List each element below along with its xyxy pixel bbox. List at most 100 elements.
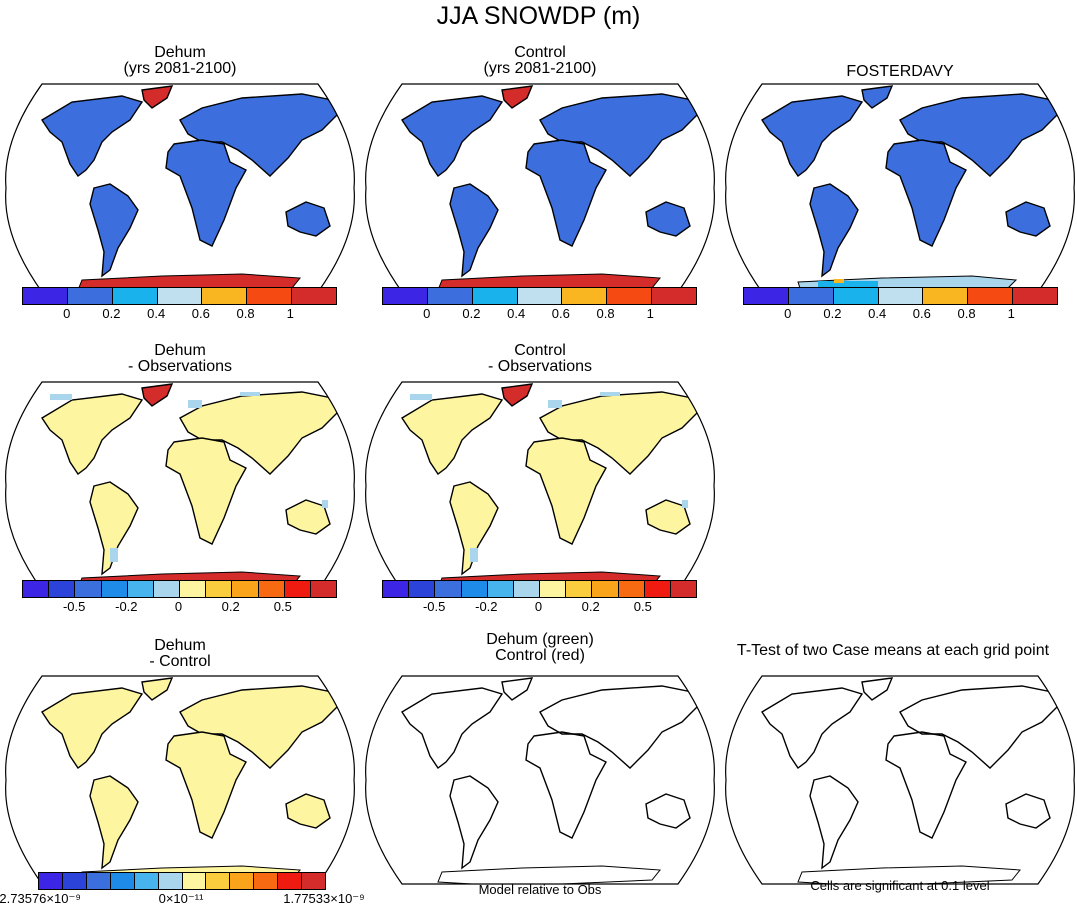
africa-shape xyxy=(525,139,607,247)
snow-cover-patch xyxy=(470,548,478,562)
colorbar-dehum xyxy=(22,287,337,305)
colorbar-tick-label: 1 xyxy=(646,306,654,321)
colorbar-swatch xyxy=(75,581,102,597)
caption-ttest: Cells are significant at 0.1 level xyxy=(810,878,990,893)
greenland-shape xyxy=(861,85,894,109)
colorbar-swatch xyxy=(182,873,207,889)
colorbar-swatch xyxy=(284,581,311,597)
map-svg xyxy=(725,675,1075,885)
greenland-shape xyxy=(501,85,534,109)
map-land-group xyxy=(41,383,339,590)
colorbar-labels-dehum-control: -2.73576×10⁻⁹ 0×10⁻¹¹ 1.77533×10⁻⁹ xyxy=(0,891,365,907)
colorbar-swatch xyxy=(592,581,619,597)
panel-title-line1: T-Test of two Case means at each grid po… xyxy=(736,642,1050,659)
north-america-shape xyxy=(761,687,864,770)
colorbar-swatch xyxy=(278,873,303,889)
colorbar-tick-label: 0.2 xyxy=(823,306,842,321)
colorbar-swatch xyxy=(157,288,203,304)
south-america-shape xyxy=(809,183,859,278)
colorbar-swatch xyxy=(644,581,671,597)
north-america-shape xyxy=(761,95,864,178)
colorbar-swatch xyxy=(383,581,410,597)
antarctica-shape xyxy=(437,865,661,884)
colorbar-swatch xyxy=(383,288,428,304)
colorbar-swatch xyxy=(39,873,63,889)
colorbar-swatch xyxy=(513,581,541,597)
map-control-minus-obs xyxy=(362,378,718,594)
panel-title-ttest: T-Test of two Case means at each grid po… xyxy=(712,643,1074,659)
colorbar-swatch xyxy=(923,288,969,304)
snow-cover-patch xyxy=(110,548,118,562)
colorbar-labels-control: 0 0.2 0.4 0.6 0.8 1 xyxy=(382,306,695,322)
colorbar-swatch xyxy=(23,581,50,597)
panel-title-line1: Control xyxy=(514,44,566,61)
colorbar-swatch xyxy=(110,873,135,889)
australia-shape xyxy=(1005,793,1051,829)
map-svg xyxy=(5,675,355,885)
colorbar-tick-label: 0.8 xyxy=(957,306,976,321)
snow-cover-patch xyxy=(410,394,432,400)
map-svg xyxy=(5,381,355,591)
panel-title-line1: Control xyxy=(514,342,566,359)
colorbar-tick-label: 1 xyxy=(286,306,294,321)
australia-shape xyxy=(285,499,331,535)
colorbar-tick-label: 0.4 xyxy=(507,306,526,321)
antarctica-snow-patch xyxy=(818,281,878,287)
map-boundary xyxy=(365,675,715,885)
snow-cover-patch xyxy=(600,392,620,396)
australia-shape xyxy=(645,499,691,535)
colorbar-tick-label: 0.6 xyxy=(191,306,210,321)
australia-shape xyxy=(285,793,331,829)
panel-title-dehum-obs: Dehum - Observations xyxy=(2,343,358,375)
map-land-group xyxy=(761,85,1059,292)
snow-cover-patch xyxy=(322,500,328,508)
australia-shape xyxy=(285,201,331,237)
africa-shape xyxy=(885,731,967,839)
colorbar-swatch xyxy=(1013,288,1058,304)
map-obs xyxy=(722,80,1077,296)
main-title: JJA SNOWDP (m) xyxy=(436,2,641,30)
colorbar-tick-label: -0.5 xyxy=(422,599,446,614)
colorbar-swatch xyxy=(86,873,111,889)
snow-cover-patch xyxy=(188,400,202,408)
map-land-group xyxy=(41,85,339,292)
colorbar-swatch xyxy=(247,288,293,304)
colorbar-swatch xyxy=(112,288,158,304)
map-svg xyxy=(725,83,1075,293)
colorbar-swatch xyxy=(23,288,68,304)
colorbar-tick-label: -0.2 xyxy=(475,599,498,614)
panel-title-line2: (yrs 2081-2100) xyxy=(123,60,237,77)
panel-title-model-rel: Dehum (green) Control (red) xyxy=(362,632,718,664)
panel-title-dehum: Dehum (yrs 2081-2100) xyxy=(2,45,358,77)
colorbar-swatch xyxy=(134,873,159,889)
map-svg xyxy=(365,381,715,591)
colorbar-tick-label: 0.8 xyxy=(596,306,615,321)
map-land-group xyxy=(401,677,699,884)
colorbar-swatch xyxy=(232,581,259,597)
colorbar-swatch xyxy=(461,581,488,597)
colorbar-swatch xyxy=(409,581,436,597)
colorbar-tick-label: 1 xyxy=(1007,306,1015,321)
map-dehum-minus-control xyxy=(2,672,358,888)
colorbar-swatch xyxy=(202,288,248,304)
colorbar-swatch xyxy=(788,288,834,304)
africa-shape xyxy=(165,437,247,545)
colorbar-swatch xyxy=(540,581,567,597)
snow-cover-patch xyxy=(50,394,72,400)
colorbar-tick-label: 0.2 xyxy=(221,599,240,614)
north-america-shape xyxy=(41,95,144,178)
colorbar-tick-label: 0.2 xyxy=(462,306,481,321)
colorbar-tick-label: -0.5 xyxy=(62,599,86,614)
colorbar-dehum-control xyxy=(38,872,326,890)
south-america-shape xyxy=(89,183,139,278)
colorbar-labels-control-obs: -0.5 -0.2 0 0.2 0.5 xyxy=(382,599,695,615)
colorbar-swatch xyxy=(670,581,697,597)
colorbar-swatch xyxy=(566,581,593,597)
colorbar-swatch xyxy=(206,581,233,597)
colorbar-tick-label: 0.6 xyxy=(551,306,570,321)
colorbar-swatch xyxy=(968,288,1014,304)
antarctica-shape xyxy=(797,865,1021,884)
colorbar-swatch xyxy=(652,288,697,304)
colorbar-tick-label: 0 xyxy=(423,306,431,321)
north-america-shape xyxy=(401,393,504,476)
